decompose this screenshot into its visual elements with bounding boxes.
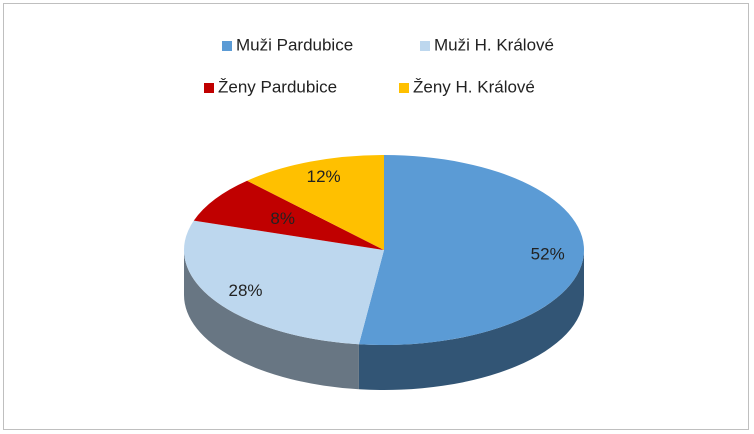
legend-label: Muži Pardubice: [236, 35, 353, 54]
data-label: 28%: [229, 281, 263, 300]
data-label: 8%: [270, 209, 295, 228]
pie-slice: [184, 220, 384, 345]
data-label: 52%: [531, 244, 565, 263]
legend-swatch: [420, 41, 430, 51]
legend-swatch: [399, 83, 409, 93]
pie-slice: [358, 155, 584, 345]
legend-swatch: [222, 41, 232, 51]
legend-swatch: [204, 83, 214, 93]
legend-label: Ženy Pardubice: [218, 77, 337, 96]
slice-side: [358, 250, 584, 390]
slice-side: [184, 250, 359, 390]
pie-slice: [193, 180, 384, 250]
pie-slice: [247, 155, 384, 250]
legend-label: Muži H. Králové: [434, 35, 554, 54]
legend-label: Ženy H. Králové: [413, 77, 535, 96]
data-label: 12%: [307, 167, 341, 186]
